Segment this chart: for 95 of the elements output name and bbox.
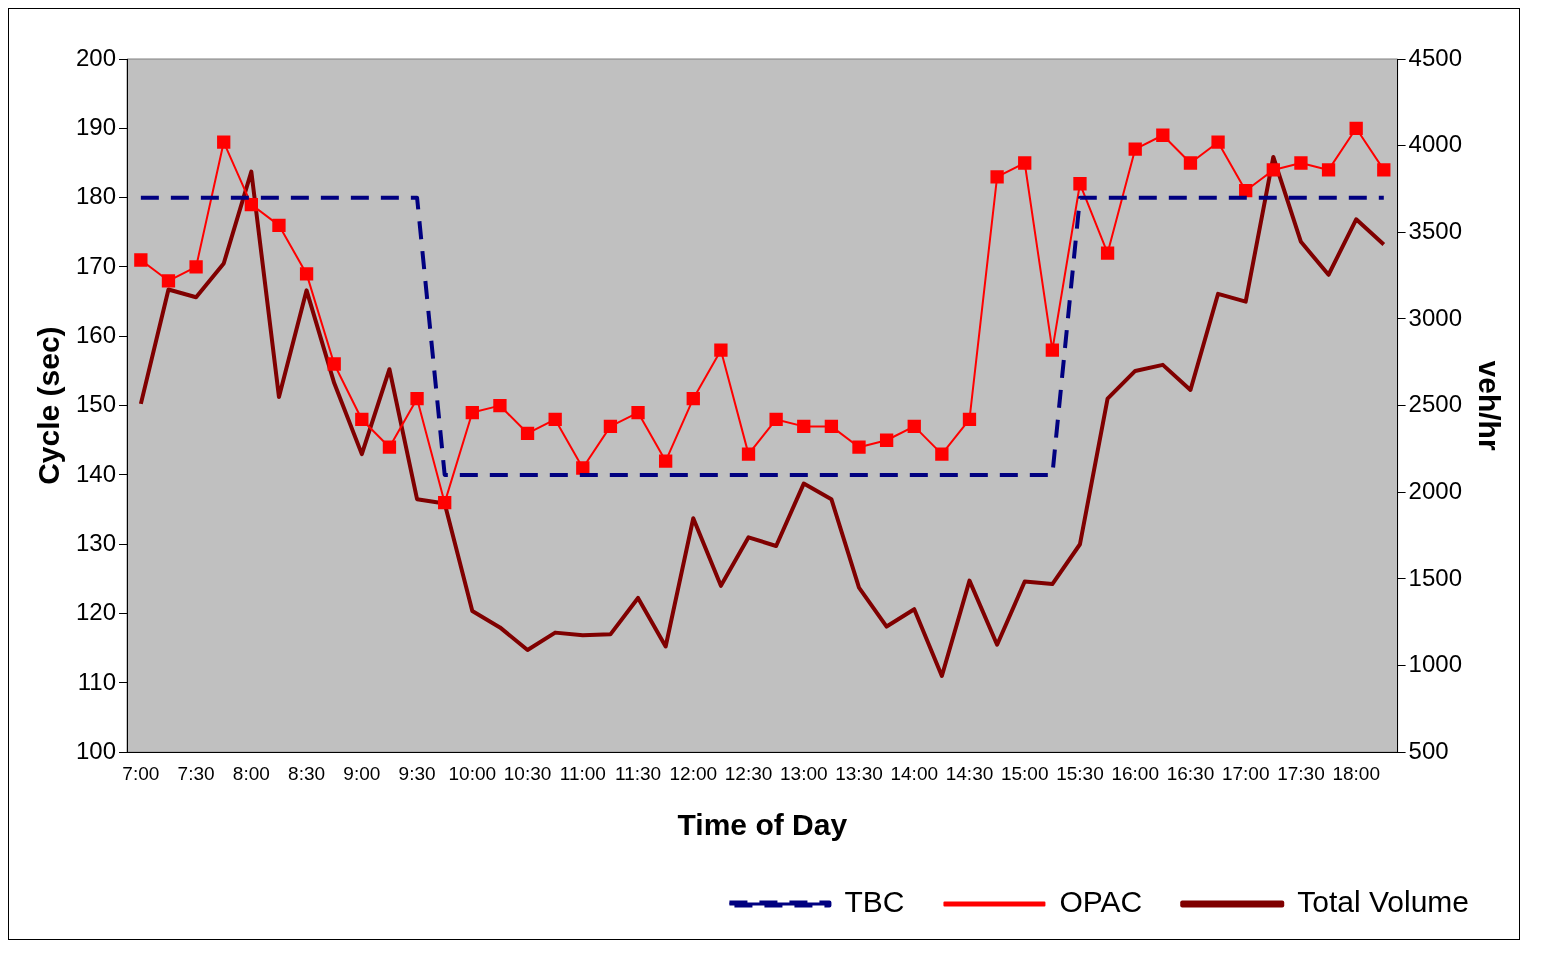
point [244, 197, 258, 212]
y2-tick-label: 1500 [1408, 563, 1462, 591]
point [1239, 184, 1253, 198]
x-tick-label: 7:00 [122, 762, 160, 784]
x-tick-label: 17:00 [1221, 762, 1270, 784]
x-tick-label: 15:30 [1056, 762, 1104, 784]
x-tick-label: 13:00 [779, 762, 828, 784]
point [631, 405, 645, 420]
point [520, 426, 535, 440]
point [548, 412, 562, 427]
point [714, 343, 728, 357]
point [438, 495, 452, 510]
x-tick-label: 15:00 [1000, 762, 1049, 784]
point [493, 398, 507, 413]
x-tick-label: 11:00 [559, 762, 606, 784]
point [1018, 156, 1032, 170]
point [1377, 163, 1391, 177]
point [852, 440, 866, 454]
y2-axis-title: veh/hr [1472, 360, 1506, 451]
point [1294, 156, 1308, 170]
y2-tick-label: 4000 [1408, 130, 1462, 158]
point [935, 447, 949, 461]
y-tick-label: 100 [76, 736, 117, 764]
point [327, 357, 341, 371]
point [879, 433, 894, 447]
x-tick-label: 18:00 [1332, 762, 1380, 784]
x-tick-label: 10:30 [503, 762, 552, 784]
y-tick-label: 170 [76, 251, 117, 279]
point [1156, 128, 1170, 142]
point [382, 440, 397, 454]
x-tick-label: 14:00 [890, 762, 939, 784]
y-tick-label: 180 [76, 182, 117, 210]
x-tick-label: 7:30 [177, 762, 215, 784]
point [134, 253, 148, 267]
y2-tick-label: 2500 [1408, 390, 1462, 418]
x-tick-label: 11:30 [614, 762, 662, 784]
x-tick-label: 9:00 [343, 762, 381, 784]
point [1100, 246, 1115, 260]
point [686, 392, 700, 406]
x-tick-label: 8:00 [232, 762, 270, 784]
point [1073, 177, 1087, 191]
point [1045, 343, 1059, 357]
y-tick-label: 110 [77, 667, 117, 695]
y2-tick-label: 3000 [1408, 303, 1462, 331]
x-tick-label: 17:30 [1277, 762, 1325, 784]
y-tick-label: 160 [76, 320, 117, 348]
x-axis-title: Time of Day [677, 808, 848, 842]
point [824, 419, 839, 434]
x-tick-label: 16:00 [1111, 762, 1159, 784]
point [1211, 135, 1225, 149]
point [990, 170, 1004, 184]
y2-tick-label: 3500 [1408, 216, 1462, 244]
x-tick-label: 14:30 [945, 762, 994, 784]
point [1183, 156, 1198, 170]
x-tick-label: 10:00 [448, 762, 497, 784]
point [299, 267, 314, 281]
legend-label: Total Volume [1297, 885, 1470, 919]
point [272, 218, 286, 233]
x-tick-label: 8:30 [288, 762, 326, 784]
y-tick-label: 200 [76, 43, 117, 71]
x-tick-label: 9:30 [398, 762, 436, 784]
x-tick-label: 12:30 [724, 762, 773, 784]
legend-label: OPAC [1059, 885, 1143, 919]
y-tick-label: 120 [76, 598, 117, 626]
point [410, 392, 424, 406]
y-axis-title: Cycle (sec) [32, 326, 66, 485]
point [797, 419, 811, 434]
x-tick-label: 13:30 [835, 762, 883, 784]
point [355, 412, 369, 427]
y2-tick-label: 500 [1408, 736, 1449, 764]
point [962, 412, 977, 427]
point [217, 135, 231, 149]
point [189, 260, 203, 274]
point [1349, 121, 1363, 135]
point [1321, 163, 1336, 177]
y2-tick-label: 4500 [1408, 43, 1462, 71]
x-tick-label: 12:00 [669, 762, 718, 784]
point [659, 454, 673, 468]
y2-tick-label: 1000 [1408, 650, 1462, 678]
x-tick-label: 16:30 [1166, 762, 1215, 784]
point [603, 419, 618, 434]
point [576, 461, 590, 475]
point [907, 419, 921, 434]
point [1266, 163, 1280, 177]
y-tick-label: 130 [76, 528, 117, 556]
point [465, 405, 479, 420]
legend-label: TBC [844, 885, 905, 919]
point [1128, 142, 1142, 156]
point [161, 274, 176, 288]
y-tick-label: 150 [76, 390, 117, 418]
y-tick-label: 190 [76, 112, 117, 140]
y2-tick-label: 2000 [1408, 476, 1462, 504]
point [769, 412, 783, 427]
y-tick-label: 140 [76, 459, 117, 487]
point [741, 447, 756, 461]
